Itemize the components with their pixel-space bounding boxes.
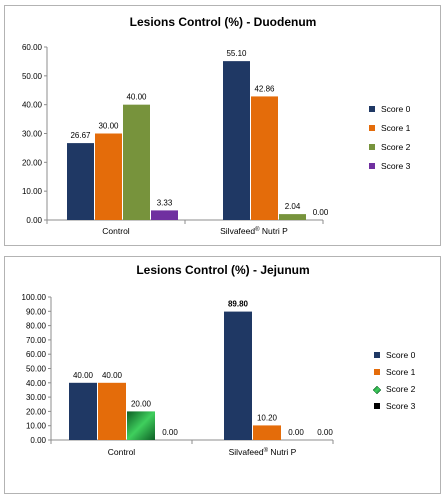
jejunum-bar-score-1-silvafeed <box>253 425 281 440</box>
jejunum-legend-label: Score 2 <box>386 384 416 394</box>
jejunum-y-tick-label: 0.00 <box>30 436 46 445</box>
jejunum-y-tick-label: 20.00 <box>26 407 47 416</box>
jejunum-data-label: 89.80 <box>228 300 249 309</box>
duodenum-legend-label: Score 1 <box>381 123 411 133</box>
jejunum-data-label: 0.00 <box>317 428 333 437</box>
duodenum-bar-score-2-silvafeed <box>279 214 306 220</box>
jejunum-y-tick-label: 30.00 <box>26 393 47 402</box>
duodenum-category-label: Control <box>102 226 130 236</box>
jejunum-legend-marker <box>374 352 380 358</box>
duodenum-y-tick-label: 20.00 <box>22 158 43 167</box>
jejunum-data-label: 0.00 <box>162 428 178 437</box>
duodenum-data-label: 2.04 <box>285 202 301 211</box>
jejunum-y-tick-label: 90.00 <box>26 307 47 316</box>
duodenum-y-tick-label: 10.00 <box>22 187 43 196</box>
duodenum-bar-score-1-control <box>95 133 122 220</box>
duodenum-bar-score-2-control <box>123 104 150 220</box>
duodenum-chart: Lesions Control (%) - Duodenum 0.00 10.00 2… <box>22 15 411 236</box>
jejunum-data-label: 20.00 <box>131 399 152 408</box>
duodenum-legend-label: Score 2 <box>381 142 411 152</box>
duodenum-bar-score-0-silvafeed <box>223 61 250 221</box>
jejunum-chart: Lesions Control (%) - Jejunum 0.00 10.00 20… <box>22 263 416 457</box>
duodenum-data-label: 3.33 <box>157 198 173 207</box>
jejunum-chart-panel: Lesions Control (%) - Jejunum 0.00 10.00 20… <box>4 256 441 494</box>
jejunum-legend-label: Score 0 <box>386 350 416 360</box>
jejunum-y-tick-label: 60.00 <box>26 350 47 359</box>
jejunum-y-tick-label: 80.00 <box>26 322 47 331</box>
jejunum-y-tick-label: 50.00 <box>26 365 47 374</box>
duodenum-bar-score-1-silvafeed <box>251 96 278 220</box>
jejunum-data-label: 40.00 <box>102 371 123 380</box>
jejunum-y-tick-label: 100.00 <box>22 293 47 302</box>
jejunum-bar-score-2-control <box>127 411 155 440</box>
duodenum-legend-marker <box>369 106 375 112</box>
duodenum-legend-label: Score 0 <box>381 104 411 114</box>
jejunum-legend-marker <box>372 385 382 395</box>
jejunum-category-label: Control <box>108 447 136 457</box>
duodenum-y-tick-label: 60.00 <box>22 43 43 52</box>
duodenum-data-label: 0.00 <box>313 208 329 217</box>
duodenum-legend-marker <box>369 163 375 169</box>
jejunum-data-label: 10.20 <box>257 413 278 422</box>
duodenum-data-label: 40.00 <box>126 93 147 102</box>
duodenum-bar-score-0-control <box>67 143 94 220</box>
jejunum-data-label: 40.00 <box>73 371 94 380</box>
duodenum-data-label: 42.86 <box>254 84 275 93</box>
jejunum-chart-title: Lesions Control (%) - Jejunum <box>136 263 309 277</box>
duodenum-chart-panel: Lesions Control (%) - Duodenum 0.00 10.00 2… <box>4 5 441 246</box>
duodenum-data-label: 26.67 <box>70 131 91 140</box>
jejunum-bar-score-0-control <box>69 382 97 440</box>
duodenum-y-tick-label: 0.00 <box>26 216 42 225</box>
jejunum-y-tick-label: 10.00 <box>26 422 47 431</box>
duodenum-category-label: Silvafeed® Nutri P <box>220 226 288 236</box>
duodenum-data-label: 30.00 <box>98 122 119 131</box>
duodenum-bar-score-3-control <box>151 210 178 220</box>
duodenum-legend-marker <box>369 144 375 150</box>
jejunum-y-tick-label: 40.00 <box>26 379 47 388</box>
jejunum-legend-marker <box>374 369 380 375</box>
duodenum-legend-label: Score 3 <box>381 161 411 171</box>
duodenum-y-tick-label: 40.00 <box>22 101 43 110</box>
jejunum-legend-marker <box>374 403 380 409</box>
duodenum-y-tick-label: 50.00 <box>22 72 43 81</box>
jejunum-legend-label: Score 3 <box>386 401 416 411</box>
jejunum-data-label: 0.00 <box>288 428 304 437</box>
jejunum-legend-label: Score 1 <box>386 367 416 377</box>
jejunum-y-tick-label: 70.00 <box>26 336 47 345</box>
duodenum-legend-marker <box>369 125 375 131</box>
duodenum-chart-title: Lesions Control (%) - Duodenum <box>130 15 317 29</box>
duodenum-y-tick-label: 30.00 <box>22 130 43 139</box>
jejunum-bar-score-0-silvafeed <box>224 311 252 440</box>
jejunum-bar-score-1-control <box>98 382 126 440</box>
jejunum-category-label: Silvafeed® Nutri P <box>229 447 297 457</box>
duodenum-data-label: 55.10 <box>226 49 247 58</box>
